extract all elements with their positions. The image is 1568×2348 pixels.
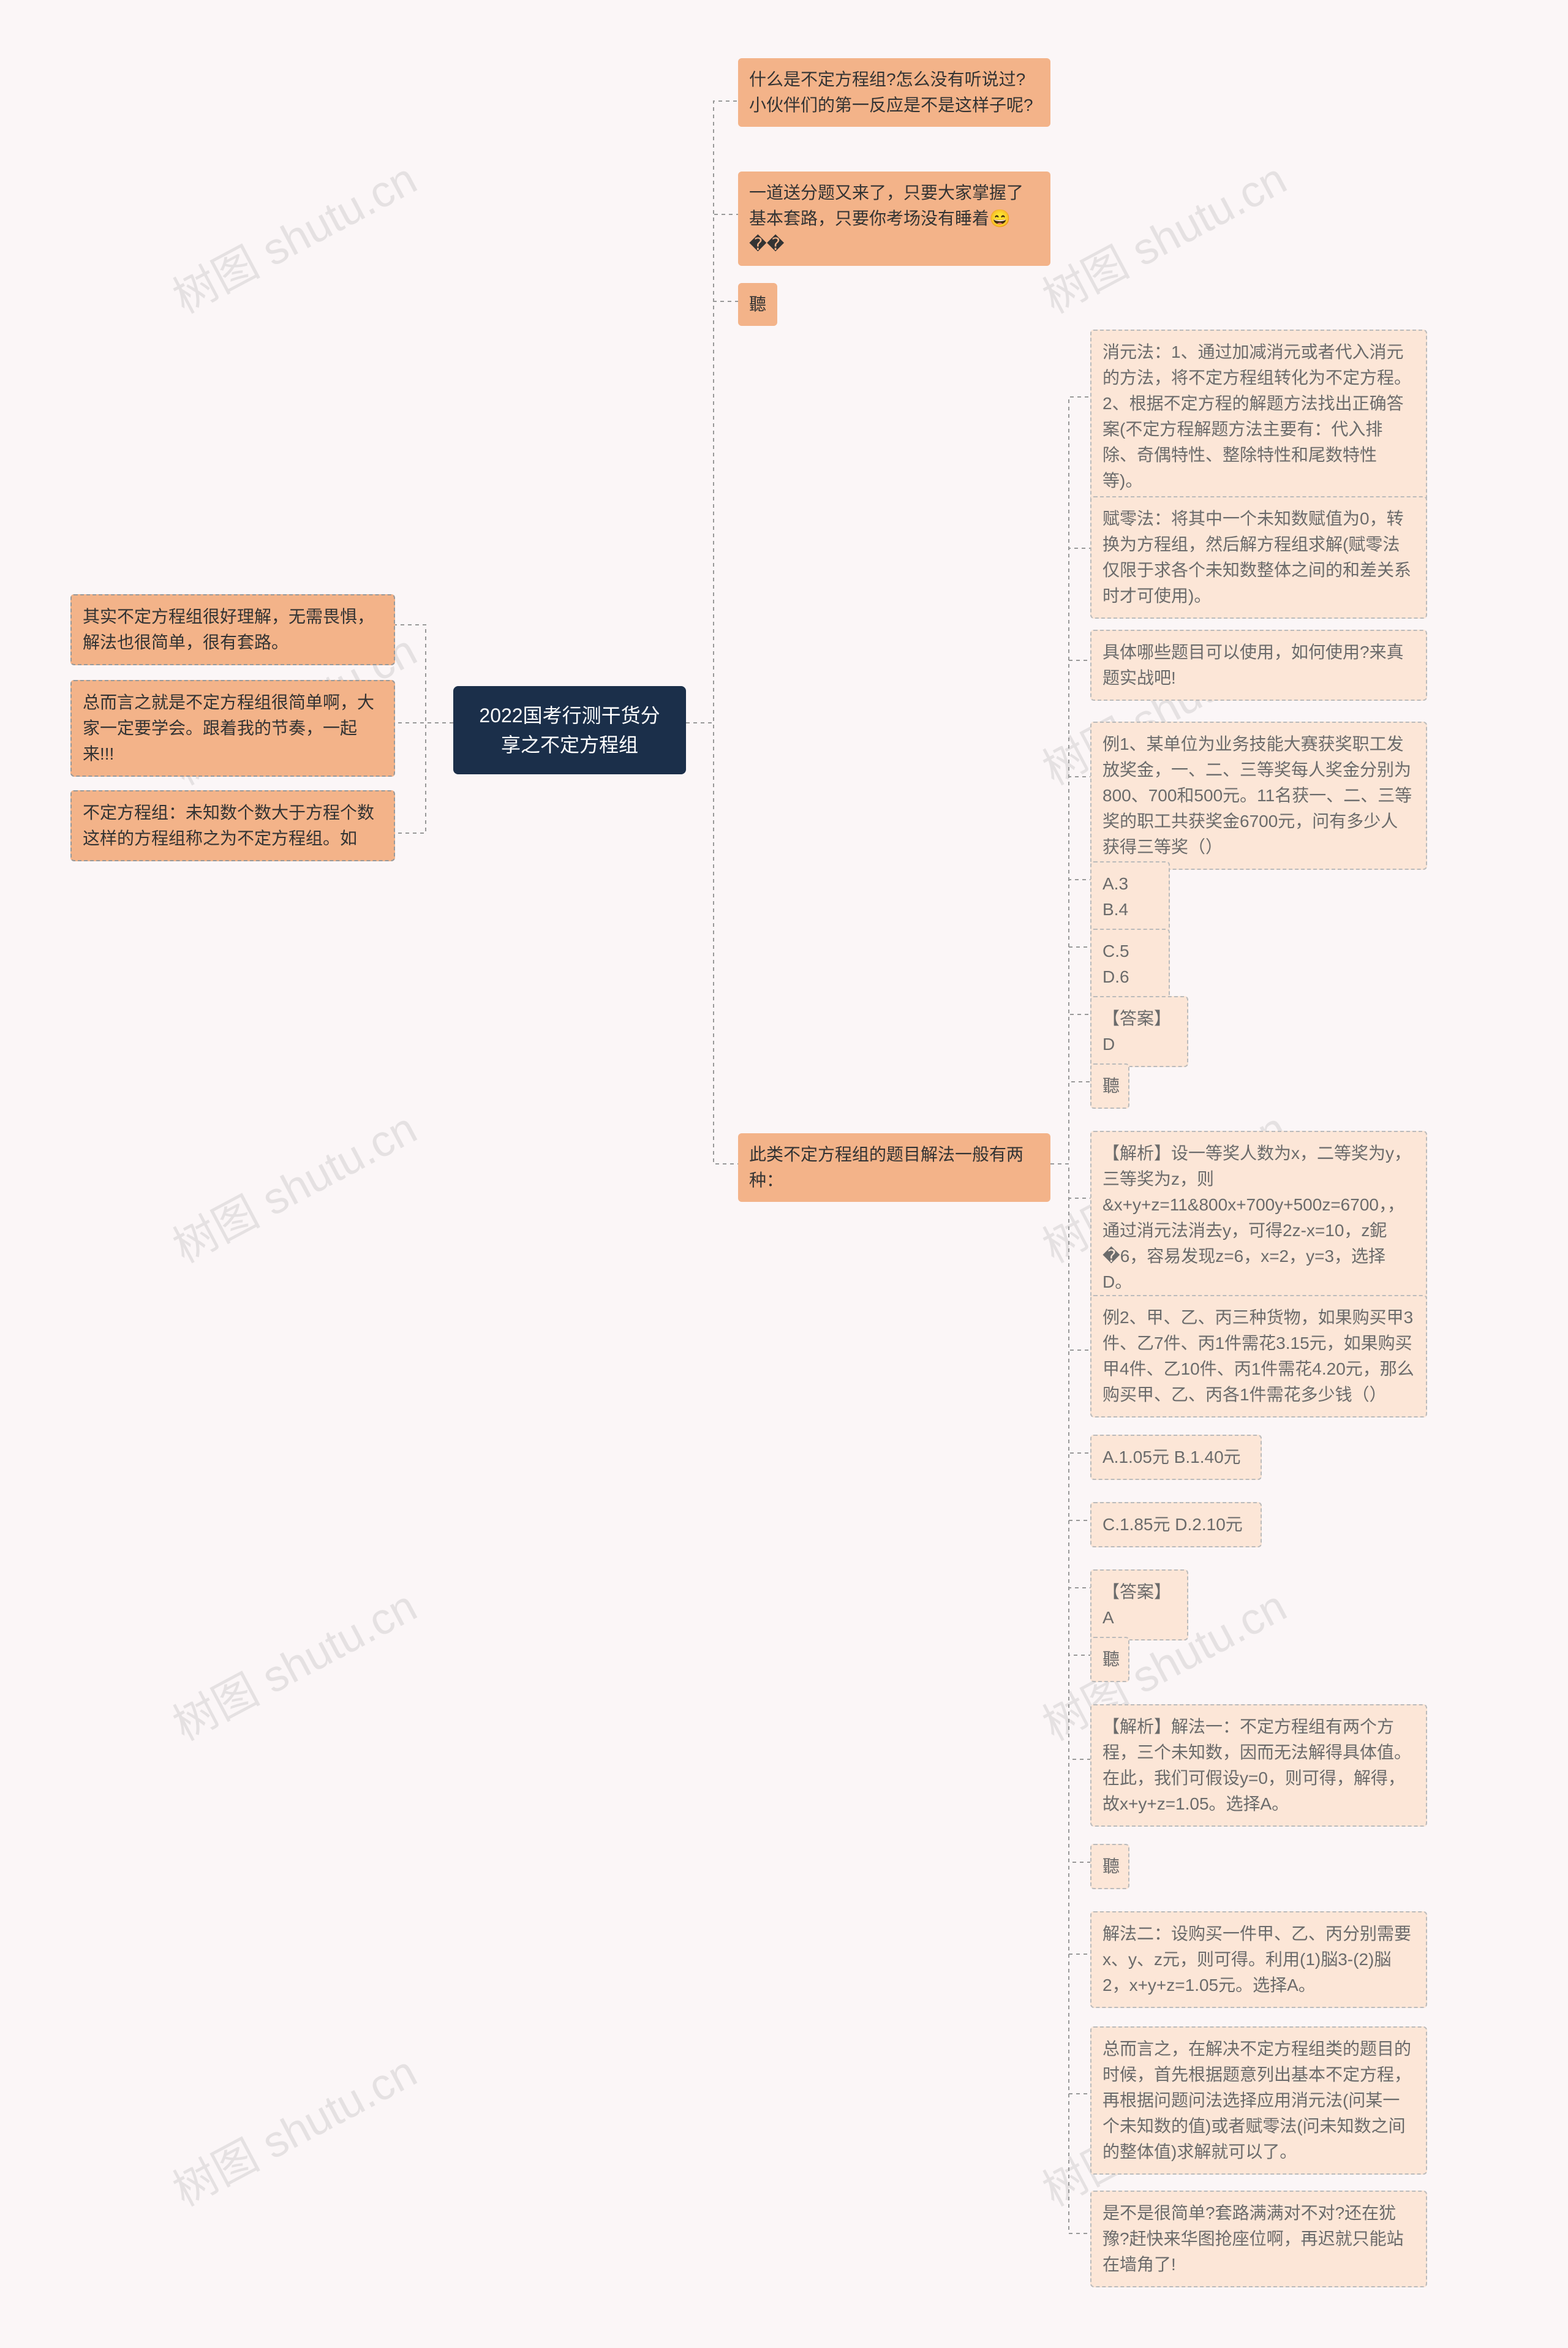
left-node-l0[interactable]: 其实不定方程组很好理解，无需畏惧，解法也很简单，很有套路。 [70,594,395,665]
detail-node-s9[interactable]: 例2、甲、乙、丙三种货物，如果购买甲3件、乙7件、丙1件需花3.15元，如果购买… [1090,1295,1427,1417]
detail-node-s5[interactable]: C.5 D.6 [1090,929,1170,1000]
detail-node-s3[interactable]: 例1、某单位为业务技能大赛获奖职工发放奖金，一、二、三等奖每人奖金分别为800、… [1090,722,1427,870]
watermark: 树图 shutu.cn [160,143,426,325]
detail-node-s14[interactable]: 【解析】解法一：不定方程组有两个方程，三个未知数，因而无法解得具体值。在此，我们… [1090,1704,1427,1827]
detail-node-s6[interactable]: 【答案】D [1090,996,1188,1067]
branch-node-r3[interactable]: 此类不定方程组的题目解法一般有两种： [738,1133,1050,1202]
branch-node-r0[interactable]: 什么是不定方程组?怎么没有听说过?小伙伴们的第一反应是不是这样子呢? [738,58,1050,127]
detail-node-s18[interactable]: 是不是很简单?套路满满对不对?还在犹豫?赶快来华图抢座位啊，再迟就只能站在墙角了… [1090,2191,1427,2287]
detail-node-s17[interactable]: 总而言之，在解决不定方程组类的题目的时候，首先根据题意列出基本不定方程，再根据问… [1090,2026,1427,2175]
detail-node-s8[interactable]: 【解析】设一等奖人数为x，二等奖为y，三等奖为z，则&x+y+z=11&800x… [1090,1131,1427,1305]
watermark: 树图 shutu.cn [160,1093,426,1275]
detail-node-s15[interactable]: 聽 [1090,1844,1129,1889]
watermark: 树图 shutu.cn [160,2036,426,2218]
detail-node-s1[interactable]: 赋零法：将其中一个未知数赋值为0，转换为方程组，然后解方程组求解(赋零法仅限于求… [1090,496,1427,619]
watermark: 树图 shutu.cn [160,1571,426,1753]
branch-node-r1[interactable]: 一道送分题又来了，只要大家掌握了基本套路，只要你考场没有睡着😄�� [738,172,1050,266]
detail-node-s11[interactable]: C.1.85元 D.2.10元 [1090,1502,1262,1547]
detail-node-s4[interactable]: A.3 B.4 [1090,861,1170,932]
left-node-l1[interactable]: 总而言之就是不定方程组很简单啊，大家一定要学会。跟着我的节奏，一起来!!! [70,680,395,777]
detail-node-s0[interactable]: 消元法：1、通过加减消元或者代入消元的方法，将不定方程组转化为不定方程。2、根据… [1090,330,1427,504]
left-node-l2[interactable]: 不定方程组：未知数个数大于方程个数这样的方程组称之为不定方程组。如 [70,790,395,861]
detail-node-s2[interactable]: 具体哪些题目可以使用，如何使用?来真题实战吧! [1090,630,1427,701]
detail-node-s16[interactable]: 解法二：设购买一件甲、乙、丙分别需要x、y、z元，则可得。利用(1)脳3-(2)… [1090,1911,1427,2008]
detail-node-s13[interactable]: 聽 [1090,1637,1129,1682]
detail-node-s12[interactable]: 【答案】A [1090,1569,1188,1640]
detail-node-s10[interactable]: A.1.05元 B.1.40元 [1090,1435,1262,1480]
center-node[interactable]: 2022国考行测干货分享之不定方程组 [453,686,686,774]
mindmap-canvas: 树图 shutu.cn 树图 shutu.cn 树图 shutu.cn 树图 shut… [0,0,1568,2348]
branch-node-r2[interactable]: 聽 [738,283,777,326]
watermark: 树图 shutu.cn [1030,143,1295,325]
detail-node-s7[interactable]: 聽 [1090,1063,1129,1109]
